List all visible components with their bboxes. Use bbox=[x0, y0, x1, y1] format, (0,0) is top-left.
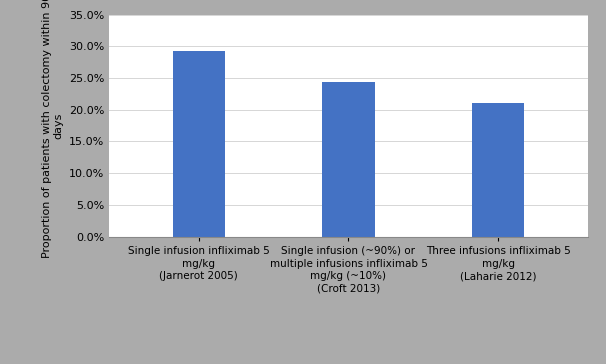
Bar bbox=[322, 82, 375, 237]
Y-axis label: Proportion of patients with colectomy within 90
days: Proportion of patients with colectomy wi… bbox=[42, 0, 63, 258]
Bar bbox=[472, 103, 524, 237]
Bar bbox=[173, 51, 225, 237]
